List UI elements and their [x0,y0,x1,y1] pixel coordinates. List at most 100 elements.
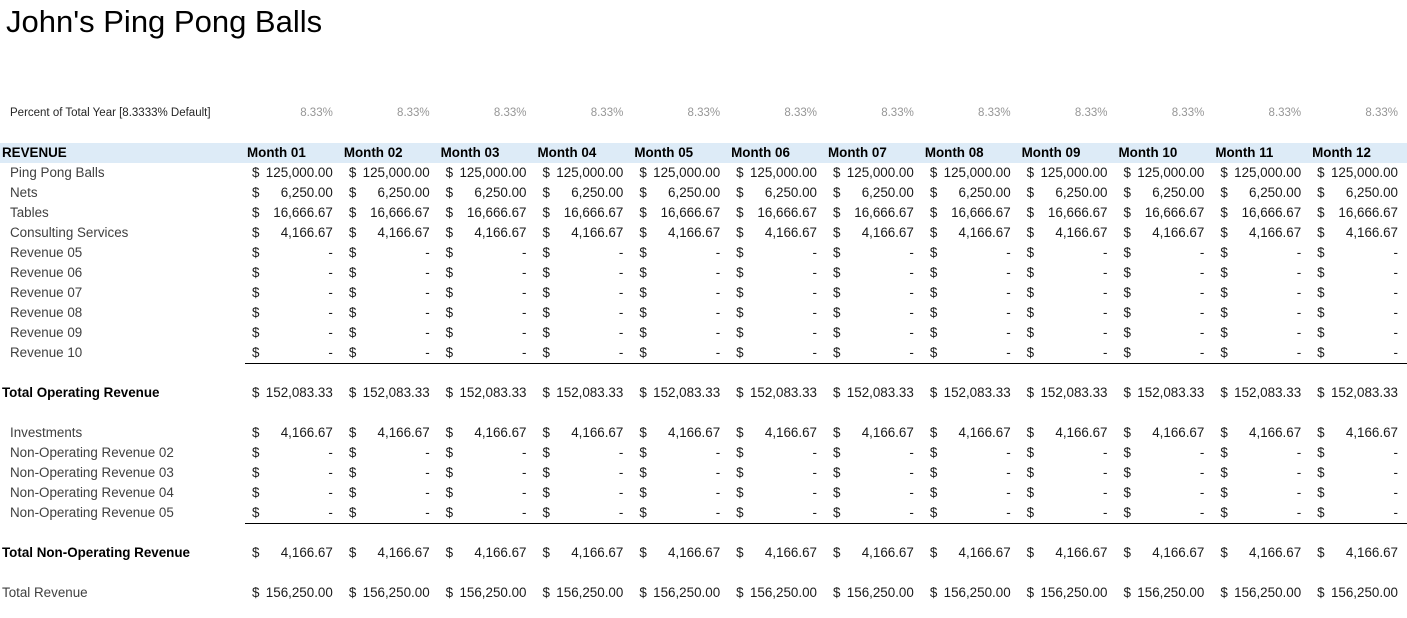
amount-cell-consulting-services-month-5[interactable]: $4,166.67 [632,223,729,243]
amount-cell-nets-month-3[interactable]: $6,250.00 [439,183,536,203]
amount-cell-investments-month-4[interactable]: $4,166.67 [536,423,633,443]
amount-cell-revenue-08-month-1[interactable]: $ - [245,303,342,323]
amount-cell-consulting-services-month-8[interactable]: $4,166.67 [923,223,1020,243]
percent-cell-month-4[interactable]: 8.33% [590,107,624,119]
amount-cell-non-operating-revenue-03-month-9[interactable]: $ - [1020,463,1117,483]
amount-cell-tables-month-4[interactable]: $16,666.67 [536,203,633,223]
amount-cell-non-operating-revenue-03-month-12[interactable]: $ - [1310,463,1407,483]
amount-cell-revenue-08-month-4[interactable]: $ - [536,303,633,323]
amount-cell-revenue-05-month-4[interactable]: $ - [536,243,633,263]
amount-cell-revenue-06-month-4[interactable]: $ - [536,263,633,283]
amount-cell-non-operating-revenue-04-month-3[interactable]: $ - [439,483,536,503]
amount-cell-revenue-08-month-3[interactable]: $ - [439,303,536,323]
amount-cell-ping-pong-balls-month-11[interactable]: $125,000.00 [1213,163,1310,183]
amount-cell-revenue-09-month-8[interactable]: $ - [923,323,1020,343]
amount-cell-total-revenue-month-12[interactable]: $156,250.00 [1310,583,1407,603]
amount-cell-non-operating-revenue-05-month-9[interactable]: $ - [1019,503,1117,524]
amount-cell-total-operating-revenue-month-2[interactable]: $152,083.33 [342,383,439,403]
amount-cell-revenue-05-month-10[interactable]: $ - [1117,243,1214,263]
amount-cell-investments-month-2[interactable]: $4,166.67 [342,423,439,443]
amount-cell-ping-pong-balls-month-9[interactable]: $125,000.00 [1020,163,1117,183]
amount-cell-revenue-07-month-11[interactable]: $ - [1213,283,1310,303]
amount-cell-revenue-10-month-12[interactable]: $ - [1310,343,1407,364]
percent-cell-month-11[interactable]: 8.33% [1268,107,1302,119]
amount-cell-total-operating-revenue-month-9[interactable]: $152,083.33 [1020,383,1117,403]
amount-cell-revenue-05-month-9[interactable]: $ - [1020,243,1117,263]
amount-cell-total-non-operating-revenue-month-3[interactable]: $4,166.67 [439,543,536,563]
amount-cell-non-operating-revenue-05-month-4[interactable]: $ - [535,503,633,524]
amount-cell-revenue-07-month-5[interactable]: $ - [632,283,729,303]
amount-cell-non-operating-revenue-04-month-12[interactable]: $ - [1310,483,1407,503]
amount-cell-non-operating-revenue-05-month-3[interactable]: $ - [438,503,536,524]
amount-cell-consulting-services-month-6[interactable]: $4,166.67 [729,223,826,243]
amount-cell-ping-pong-balls-month-7[interactable]: $125,000.00 [826,163,923,183]
amount-cell-ping-pong-balls-month-2[interactable]: $125,000.00 [342,163,439,183]
amount-cell-investments-month-3[interactable]: $4,166.67 [439,423,536,443]
amount-cell-revenue-07-month-6[interactable]: $ - [729,283,826,303]
amount-cell-total-operating-revenue-month-7[interactable]: $152,083.33 [826,383,923,403]
amount-cell-tables-month-5[interactable]: $16,666.67 [632,203,729,223]
amount-cell-revenue-10-month-10[interactable]: $ - [1116,343,1214,364]
amount-cell-non-operating-revenue-04-month-5[interactable]: $ - [632,483,729,503]
amount-cell-revenue-09-month-10[interactable]: $ - [1117,323,1214,343]
amount-cell-ping-pong-balls-month-4[interactable]: $125,000.00 [536,163,633,183]
amount-cell-nets-month-10[interactable]: $6,250.00 [1117,183,1214,203]
amount-cell-non-operating-revenue-05-month-11[interactable]: $ - [1213,503,1311,524]
amount-cell-non-operating-revenue-04-month-7[interactable]: $ - [826,483,923,503]
amount-cell-non-operating-revenue-02-month-1[interactable]: $ - [245,443,342,463]
amount-cell-nets-month-4[interactable]: $6,250.00 [536,183,633,203]
amount-cell-non-operating-revenue-04-month-1[interactable]: $ - [245,483,342,503]
amount-cell-ping-pong-balls-month-5[interactable]: $125,000.00 [632,163,729,183]
percent-cell-month-10[interactable]: 8.33% [1171,107,1205,119]
amount-cell-revenue-07-month-4[interactable]: $ - [536,283,633,303]
amount-cell-total-revenue-month-1[interactable]: $156,250.00 [245,583,342,603]
amount-cell-tables-month-1[interactable]: $16,666.67 [245,203,342,223]
amount-cell-non-operating-revenue-05-month-1[interactable]: $ - [245,503,342,524]
amount-cell-revenue-09-month-5[interactable]: $ - [632,323,729,343]
amount-cell-non-operating-revenue-04-month-2[interactable]: $ - [342,483,439,503]
amount-cell-revenue-06-month-5[interactable]: $ - [632,263,729,283]
amount-cell-ping-pong-balls-month-1[interactable]: $125,000.00 [245,163,342,183]
amount-cell-revenue-09-month-9[interactable]: $ - [1020,323,1117,343]
amount-cell-revenue-10-month-11[interactable]: $ - [1213,343,1311,364]
amount-cell-nets-month-6[interactable]: $6,250.00 [729,183,826,203]
amount-cell-tables-month-7[interactable]: $16,666.67 [826,203,923,223]
amount-cell-total-revenue-month-8[interactable]: $156,250.00 [923,583,1020,603]
amount-cell-total-non-operating-revenue-month-2[interactable]: $4,166.67 [342,543,439,563]
amount-cell-tables-month-10[interactable]: $16,666.67 [1117,203,1214,223]
amount-cell-non-operating-revenue-02-month-4[interactable]: $ - [536,443,633,463]
amount-cell-nets-month-1[interactable]: $6,250.00 [245,183,342,203]
amount-cell-revenue-06-month-7[interactable]: $ - [826,263,923,283]
amount-cell-non-operating-revenue-02-month-3[interactable]: $ - [439,443,536,463]
amount-cell-total-revenue-month-2[interactable]: $156,250.00 [342,583,439,603]
amount-cell-non-operating-revenue-02-month-2[interactable]: $ - [342,443,439,463]
amount-cell-total-revenue-month-5[interactable]: $156,250.00 [632,583,729,603]
amount-cell-non-operating-revenue-05-month-5[interactable]: $ - [632,503,730,524]
amount-cell-revenue-06-month-3[interactable]: $ - [439,263,536,283]
amount-cell-non-operating-revenue-05-month-7[interactable]: $ - [826,503,923,524]
amount-cell-total-operating-revenue-month-5[interactable]: $152,083.33 [632,383,729,403]
amount-cell-consulting-services-month-7[interactable]: $4,166.67 [826,223,923,243]
amount-cell-revenue-06-month-11[interactable]: $ - [1213,263,1310,283]
amount-cell-revenue-09-month-4[interactable]: $ - [536,323,633,343]
amount-cell-revenue-07-month-7[interactable]: $ - [826,283,923,303]
amount-cell-total-operating-revenue-month-4[interactable]: $152,083.33 [536,383,633,403]
amount-cell-non-operating-revenue-03-month-6[interactable]: $ - [729,463,826,483]
amount-cell-non-operating-revenue-05-month-10[interactable]: $ - [1116,503,1214,524]
amount-cell-revenue-05-month-5[interactable]: $ - [632,243,729,263]
amount-cell-tables-month-11[interactable]: $16,666.67 [1213,203,1310,223]
amount-cell-revenue-05-month-7[interactable]: $ - [826,243,923,263]
amount-cell-total-revenue-month-4[interactable]: $156,250.00 [536,583,633,603]
amount-cell-revenue-09-month-1[interactable]: $ - [245,323,342,343]
amount-cell-revenue-08-month-11[interactable]: $ - [1213,303,1310,323]
amount-cell-non-operating-revenue-04-month-4[interactable]: $ - [536,483,633,503]
amount-cell-non-operating-revenue-05-month-2[interactable]: $ - [341,503,439,524]
amount-cell-nets-month-12[interactable]: $6,250.00 [1310,183,1407,203]
amount-cell-revenue-06-month-9[interactable]: $ - [1020,263,1117,283]
amount-cell-revenue-05-month-8[interactable]: $ - [923,243,1020,263]
amount-cell-investments-month-8[interactable]: $4,166.67 [923,423,1020,443]
amount-cell-revenue-06-month-6[interactable]: $ - [729,263,826,283]
percent-cell-month-8[interactable]: 8.33% [978,107,1011,119]
amount-cell-total-non-operating-revenue-month-8[interactable]: $4,166.67 [923,543,1020,563]
amount-cell-revenue-06-month-10[interactable]: $ - [1117,263,1214,283]
